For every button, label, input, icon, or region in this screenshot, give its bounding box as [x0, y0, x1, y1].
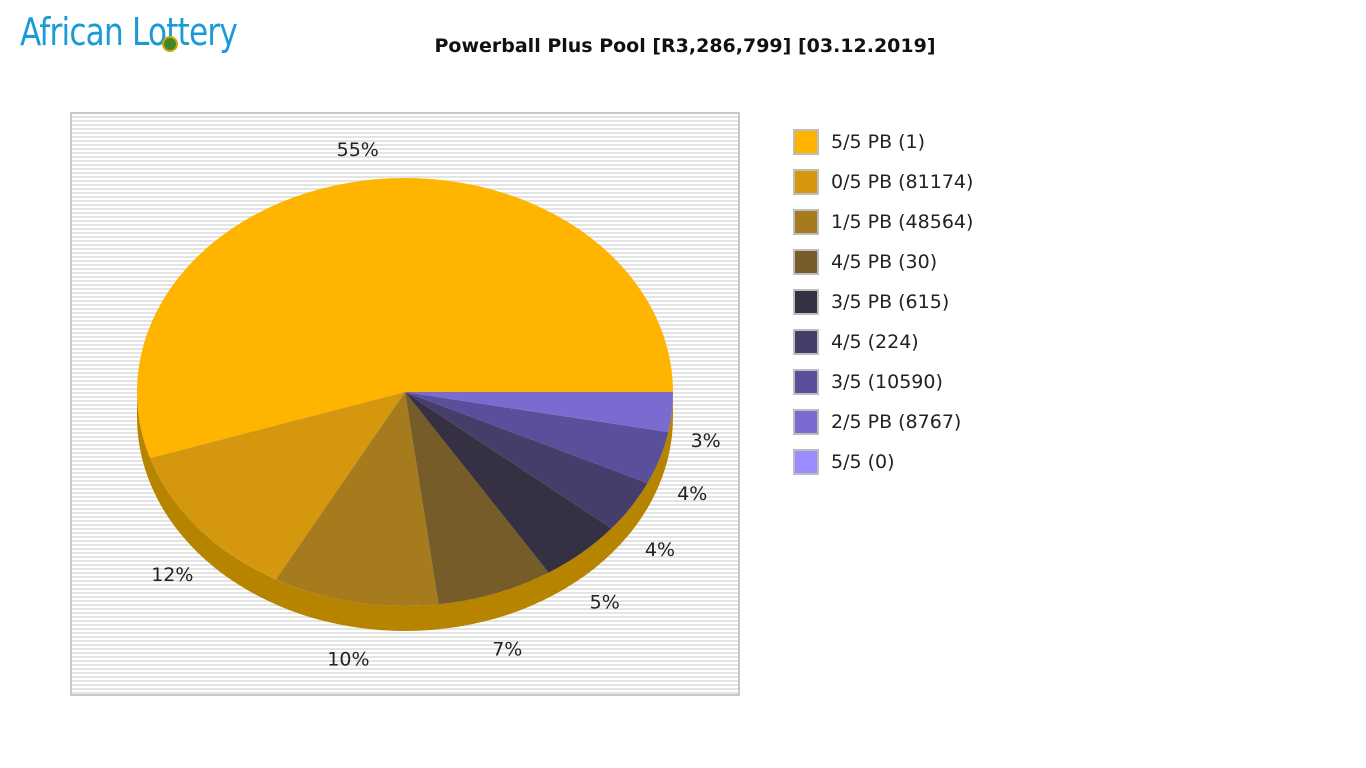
legend-item: 1/5 PB (48564) — [793, 202, 973, 242]
slice-percent-label: 12% — [151, 564, 193, 586]
legend-label: 5/5 PB (1) — [831, 131, 926, 153]
legend-label: 2/5 PB (8767) — [831, 411, 962, 433]
legend-label: 0/5 PB (81174) — [831, 171, 974, 193]
legend-label: 5/5 (0) — [831, 451, 895, 473]
legend-label: 4/5 PB (30) — [831, 251, 938, 273]
slice-percent-label: 55% — [337, 139, 379, 161]
legend-label: 4/5 (224) — [831, 331, 919, 353]
legend-swatch — [793, 169, 819, 195]
chart-title: Powerball Plus Pool [R3,286,799] [03.12.… — [434, 35, 936, 57]
legend-item: 3/5 (10590) — [793, 362, 973, 402]
legend-swatch — [793, 329, 819, 355]
slice-percent-label: 5% — [590, 592, 620, 614]
slice-percent-label: 10% — [327, 649, 369, 671]
slice-percent-label: 3% — [691, 430, 721, 452]
lottery-ball-icon — [162, 36, 178, 52]
pie-slice — [405, 392, 648, 529]
pie-slice — [405, 392, 549, 605]
pie-slice — [405, 392, 669, 484]
legend-label: 3/5 PB (615) — [831, 291, 950, 313]
slice-percent-label: 4% — [645, 539, 675, 561]
legend-swatch — [793, 369, 819, 395]
legend-item: 4/5 PB (30) — [793, 242, 973, 282]
legend-swatch — [793, 209, 819, 235]
legend-item: 4/5 (224) — [793, 322, 973, 362]
legend-swatch — [793, 409, 819, 435]
legend-swatch — [793, 249, 819, 275]
pie-slice — [405, 392, 612, 573]
pie-slice — [136, 177, 673, 459]
legend-item: 3/5 PB (615) — [793, 282, 973, 322]
legend-item: 2/5 PB (8767) — [793, 402, 973, 442]
pie-slice — [405, 392, 673, 433]
pie-slice — [275, 392, 439, 606]
legend-label: 3/5 (10590) — [831, 371, 943, 393]
legend-label: 1/5 PB (48564) — [831, 211, 974, 233]
legend: 5/5 PB (1) 0/5 PB (81174) 1/5 PB (48564) 4/… — [793, 122, 973, 482]
legend-item: 5/5 PB (1) — [793, 122, 973, 162]
logo-text: African Lottery — [20, 10, 238, 54]
african-lottery-logo[interactable]: African Lottery — [20, 8, 250, 64]
legend-swatch — [793, 449, 819, 475]
legend-item: 5/5 (0) — [793, 442, 973, 482]
legend-item: 0/5 PB (81174) — [793, 162, 973, 202]
slice-percent-label: 4% — [677, 483, 707, 505]
legend-swatch — [793, 289, 819, 315]
pie-slice — [150, 392, 405, 580]
slice-percent-label: 7% — [492, 638, 522, 660]
legend-swatch — [793, 129, 819, 155]
